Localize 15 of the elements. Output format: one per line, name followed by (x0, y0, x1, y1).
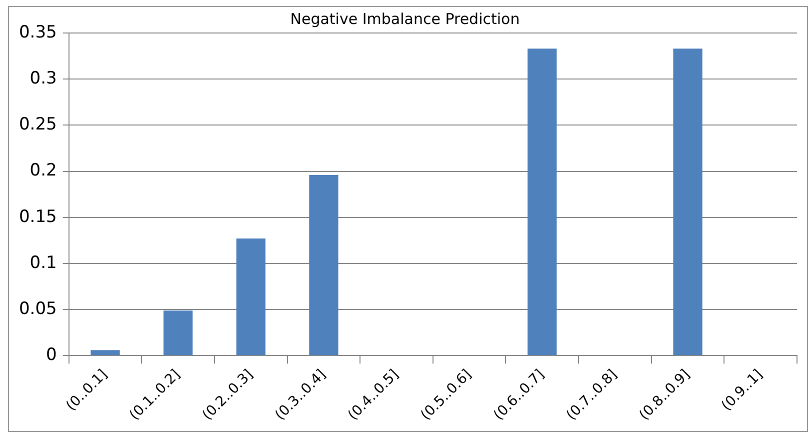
y-tick-label: 0.2 (30, 160, 57, 181)
bar (164, 310, 193, 356)
y-tick-label: 0.25 (18, 114, 57, 135)
y-tick-label: 0.3 (30, 68, 57, 89)
bar (528, 48, 557, 356)
bar (309, 174, 338, 356)
y-tick-label: 0.05 (18, 298, 57, 319)
bar (236, 238, 266, 356)
y-tick-label: 0.35 (18, 22, 57, 42)
y-tick-label: 0 (46, 345, 57, 366)
bar (90, 350, 120, 356)
bar (673, 48, 702, 356)
y-tick-label: 0.1 (30, 252, 57, 273)
y-tick-label: 0.15 (18, 206, 57, 227)
chart-title: Negative Imbalance Prediction (290, 10, 520, 28)
